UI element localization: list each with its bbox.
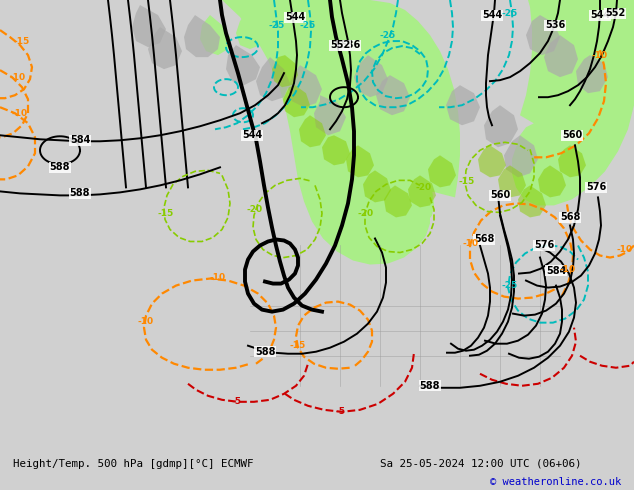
Text: © weatheronline.co.uk: © weatheronline.co.uk — [490, 477, 621, 487]
Text: 584: 584 — [70, 135, 90, 145]
Polygon shape — [576, 55, 608, 93]
Text: -10: -10 — [617, 245, 633, 254]
Text: -15: -15 — [290, 341, 306, 350]
Text: 576: 576 — [586, 182, 606, 193]
Polygon shape — [184, 15, 220, 57]
Polygon shape — [226, 45, 260, 85]
Text: -10: -10 — [10, 73, 26, 82]
Polygon shape — [376, 75, 410, 115]
Text: 560: 560 — [490, 191, 510, 200]
Text: -15: -15 — [459, 177, 475, 186]
Text: 560: 560 — [562, 130, 582, 140]
Text: 536: 536 — [340, 40, 360, 50]
Text: 544: 544 — [482, 10, 502, 20]
Polygon shape — [148, 27, 182, 69]
Polygon shape — [558, 146, 586, 177]
Text: 544: 544 — [242, 130, 262, 140]
Text: 552: 552 — [605, 8, 625, 18]
Polygon shape — [446, 85, 480, 125]
Text: -25: -25 — [502, 281, 518, 290]
Polygon shape — [544, 35, 578, 77]
Polygon shape — [526, 15, 560, 55]
Text: Height/Temp. 500 hPa [gdmp][°C] ECMWF: Height/Temp. 500 hPa [gdmp][°C] ECMWF — [13, 459, 253, 468]
Polygon shape — [200, 15, 230, 55]
Polygon shape — [299, 115, 326, 147]
Polygon shape — [363, 171, 391, 202]
Text: 588: 588 — [49, 162, 70, 172]
Text: -25: -25 — [269, 21, 285, 29]
Polygon shape — [288, 65, 322, 107]
Polygon shape — [498, 165, 526, 197]
Polygon shape — [384, 185, 412, 218]
Polygon shape — [256, 57, 290, 101]
Polygon shape — [236, 10, 264, 49]
Polygon shape — [428, 155, 456, 187]
Polygon shape — [518, 185, 546, 218]
Text: -20: -20 — [247, 205, 263, 214]
Text: 588: 588 — [70, 188, 90, 198]
Polygon shape — [222, 0, 460, 265]
Polygon shape — [512, 0, 634, 205]
Text: -10: -10 — [138, 317, 154, 326]
Polygon shape — [346, 146, 374, 177]
Polygon shape — [354, 55, 388, 97]
Polygon shape — [283, 85, 310, 117]
Text: -10: -10 — [210, 273, 226, 282]
Text: -20: -20 — [358, 209, 374, 218]
Text: 544: 544 — [590, 10, 610, 20]
Text: 552: 552 — [330, 40, 350, 50]
Text: -20: -20 — [416, 183, 432, 192]
Text: -5: -5 — [335, 407, 345, 416]
Text: -10: -10 — [592, 50, 608, 60]
Text: 588: 588 — [420, 381, 440, 391]
Text: 576: 576 — [534, 241, 554, 250]
Polygon shape — [314, 95, 346, 135]
Text: 584: 584 — [546, 266, 566, 275]
Polygon shape — [504, 135, 538, 177]
Polygon shape — [538, 165, 566, 197]
Text: 568: 568 — [474, 235, 494, 245]
Text: 544: 544 — [285, 12, 305, 22]
Polygon shape — [132, 5, 166, 47]
Text: 536: 536 — [545, 20, 565, 30]
Text: 568: 568 — [560, 213, 580, 222]
Polygon shape — [568, 0, 600, 63]
Text: -25: -25 — [502, 8, 518, 18]
Polygon shape — [484, 105, 518, 147]
Polygon shape — [272, 55, 298, 87]
Text: -25: -25 — [300, 21, 316, 29]
Polygon shape — [408, 175, 436, 207]
Polygon shape — [478, 146, 506, 177]
Polygon shape — [322, 135, 350, 165]
Text: -15: -15 — [14, 37, 30, 46]
Text: Sa 25-05-2024 12:00 UTC (06+06): Sa 25-05-2024 12:00 UTC (06+06) — [380, 459, 582, 468]
Text: 588: 588 — [255, 347, 275, 357]
Text: -10: -10 — [12, 109, 28, 118]
Text: -15: -15 — [158, 209, 174, 218]
Text: -10: -10 — [560, 265, 576, 274]
Text: -10: -10 — [463, 239, 479, 248]
Text: -5: -5 — [231, 397, 241, 406]
Text: -25: -25 — [380, 30, 396, 40]
